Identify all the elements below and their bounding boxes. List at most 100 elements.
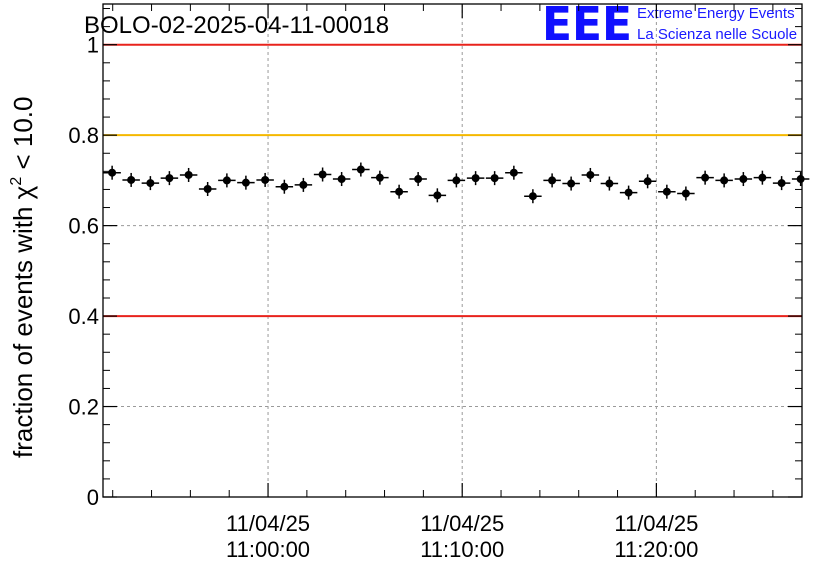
y-tick-label: 0	[87, 485, 99, 510]
data-point	[447, 173, 466, 188]
data-point-marker	[127, 175, 136, 184]
data-point	[581, 167, 600, 182]
x-tick-label-date: 11/04/25	[226, 511, 310, 536]
data-point	[218, 173, 236, 188]
data-point	[122, 172, 140, 187]
data-point-marker	[433, 191, 442, 200]
data-point	[753, 170, 772, 185]
y-axis-label-tail: < 10.0	[8, 97, 38, 177]
data-point-marker	[796, 175, 805, 184]
data-point	[619, 185, 638, 200]
data-point-marker	[146, 179, 155, 188]
y-tick-label: 0.8	[68, 123, 99, 148]
data-point-marker	[280, 182, 289, 191]
data-point-marker	[490, 174, 499, 183]
data-point-marker	[509, 168, 518, 177]
data-point	[237, 175, 255, 190]
y-axis-label-chi: χ	[8, 185, 38, 199]
data-point-marker	[624, 188, 633, 197]
data-point	[313, 167, 332, 182]
data-point-marker	[375, 173, 384, 182]
data-point-marker	[548, 176, 557, 185]
data-points	[103, 162, 810, 204]
data-point-marker	[739, 175, 748, 184]
reference-lines	[103, 43, 802, 318]
y-axis-label: fraction of events with χ2 < 10.0	[8, 97, 38, 458]
x-tick-label-date: 11/04/25	[614, 511, 698, 536]
chart-title: BOLO-02-2025-04-11-00018	[84, 12, 389, 39]
data-point-marker	[567, 179, 576, 188]
data-point-marker	[452, 176, 461, 185]
axes	[103, 4, 802, 498]
data-point	[734, 172, 753, 187]
data-point-marker	[356, 165, 365, 174]
data-point	[715, 173, 733, 188]
eee-logo-line1: Extreme Energy Events	[637, 5, 795, 22]
data-point-marker	[720, 176, 729, 185]
data-point-marker	[681, 189, 690, 198]
data-point	[294, 177, 313, 192]
data-point	[428, 188, 447, 203]
data-point-marker	[203, 184, 212, 193]
data-point-marker	[643, 177, 652, 186]
data-point	[696, 170, 714, 185]
data-point-marker	[261, 175, 270, 184]
y-tick-label: 0.6	[68, 214, 99, 239]
data-point	[409, 172, 427, 187]
data-point	[256, 172, 274, 187]
data-point-marker	[299, 180, 308, 189]
data-point	[658, 184, 676, 199]
data-point-marker	[701, 173, 710, 182]
data-point-marker	[586, 170, 595, 179]
data-point-marker	[414, 175, 423, 184]
data-point-marker	[222, 176, 231, 185]
data-point	[371, 170, 389, 185]
eee-logo: EEE Extreme Energy Events La Scienza nel…	[542, 0, 797, 51]
data-point	[141, 176, 160, 191]
data-point-marker	[108, 168, 117, 177]
x-tick-label-time: 11:00:00	[226, 537, 310, 562]
data-point	[160, 171, 179, 186]
y-axis-label-main: fraction of events with	[8, 199, 38, 458]
eee-logo-mark: EEE	[542, 0, 632, 51]
plot-frame	[102, 3, 803, 498]
data-point	[352, 162, 370, 177]
data-point	[524, 189, 542, 204]
data-point	[275, 179, 294, 194]
y-tick-label: 0.2	[68, 395, 99, 420]
data-point-marker	[395, 187, 404, 196]
data-point-marker	[318, 170, 327, 179]
data-point	[562, 176, 580, 191]
data-point	[198, 181, 217, 196]
data-point-marker	[241, 178, 250, 187]
data-point-marker	[605, 179, 614, 188]
data-point-marker	[337, 175, 346, 184]
y-axis-label-sup: 2	[8, 177, 25, 186]
data-point	[772, 176, 791, 191]
data-point	[543, 173, 561, 188]
data-point-marker	[528, 192, 537, 201]
data-point	[179, 167, 198, 182]
data-point-marker	[165, 174, 174, 183]
data-point	[600, 176, 619, 191]
tick-labels: 00.20.40.60.8111/04/2511:00:0011/04/2511…	[68, 33, 698, 562]
data-point-marker	[758, 173, 767, 182]
data-point	[103, 165, 121, 180]
data-point-marker	[662, 187, 671, 196]
data-point	[485, 171, 504, 186]
x-tick-label-time: 11:10:00	[420, 537, 504, 562]
eee-logo-line2: La Scienza nelle Scuole	[637, 26, 797, 43]
data-point	[332, 172, 351, 187]
data-point	[677, 186, 695, 201]
data-point-marker	[777, 179, 786, 188]
x-tick-label-date: 11/04/25	[420, 511, 504, 536]
y-tick-label: 0.4	[68, 304, 99, 329]
data-point	[638, 174, 657, 189]
x-tick-label-time: 11:20:00	[614, 537, 698, 562]
y-tick-label: 1	[87, 33, 99, 58]
data-point	[390, 184, 408, 199]
data-point-marker	[184, 170, 193, 179]
data-point	[466, 171, 485, 186]
